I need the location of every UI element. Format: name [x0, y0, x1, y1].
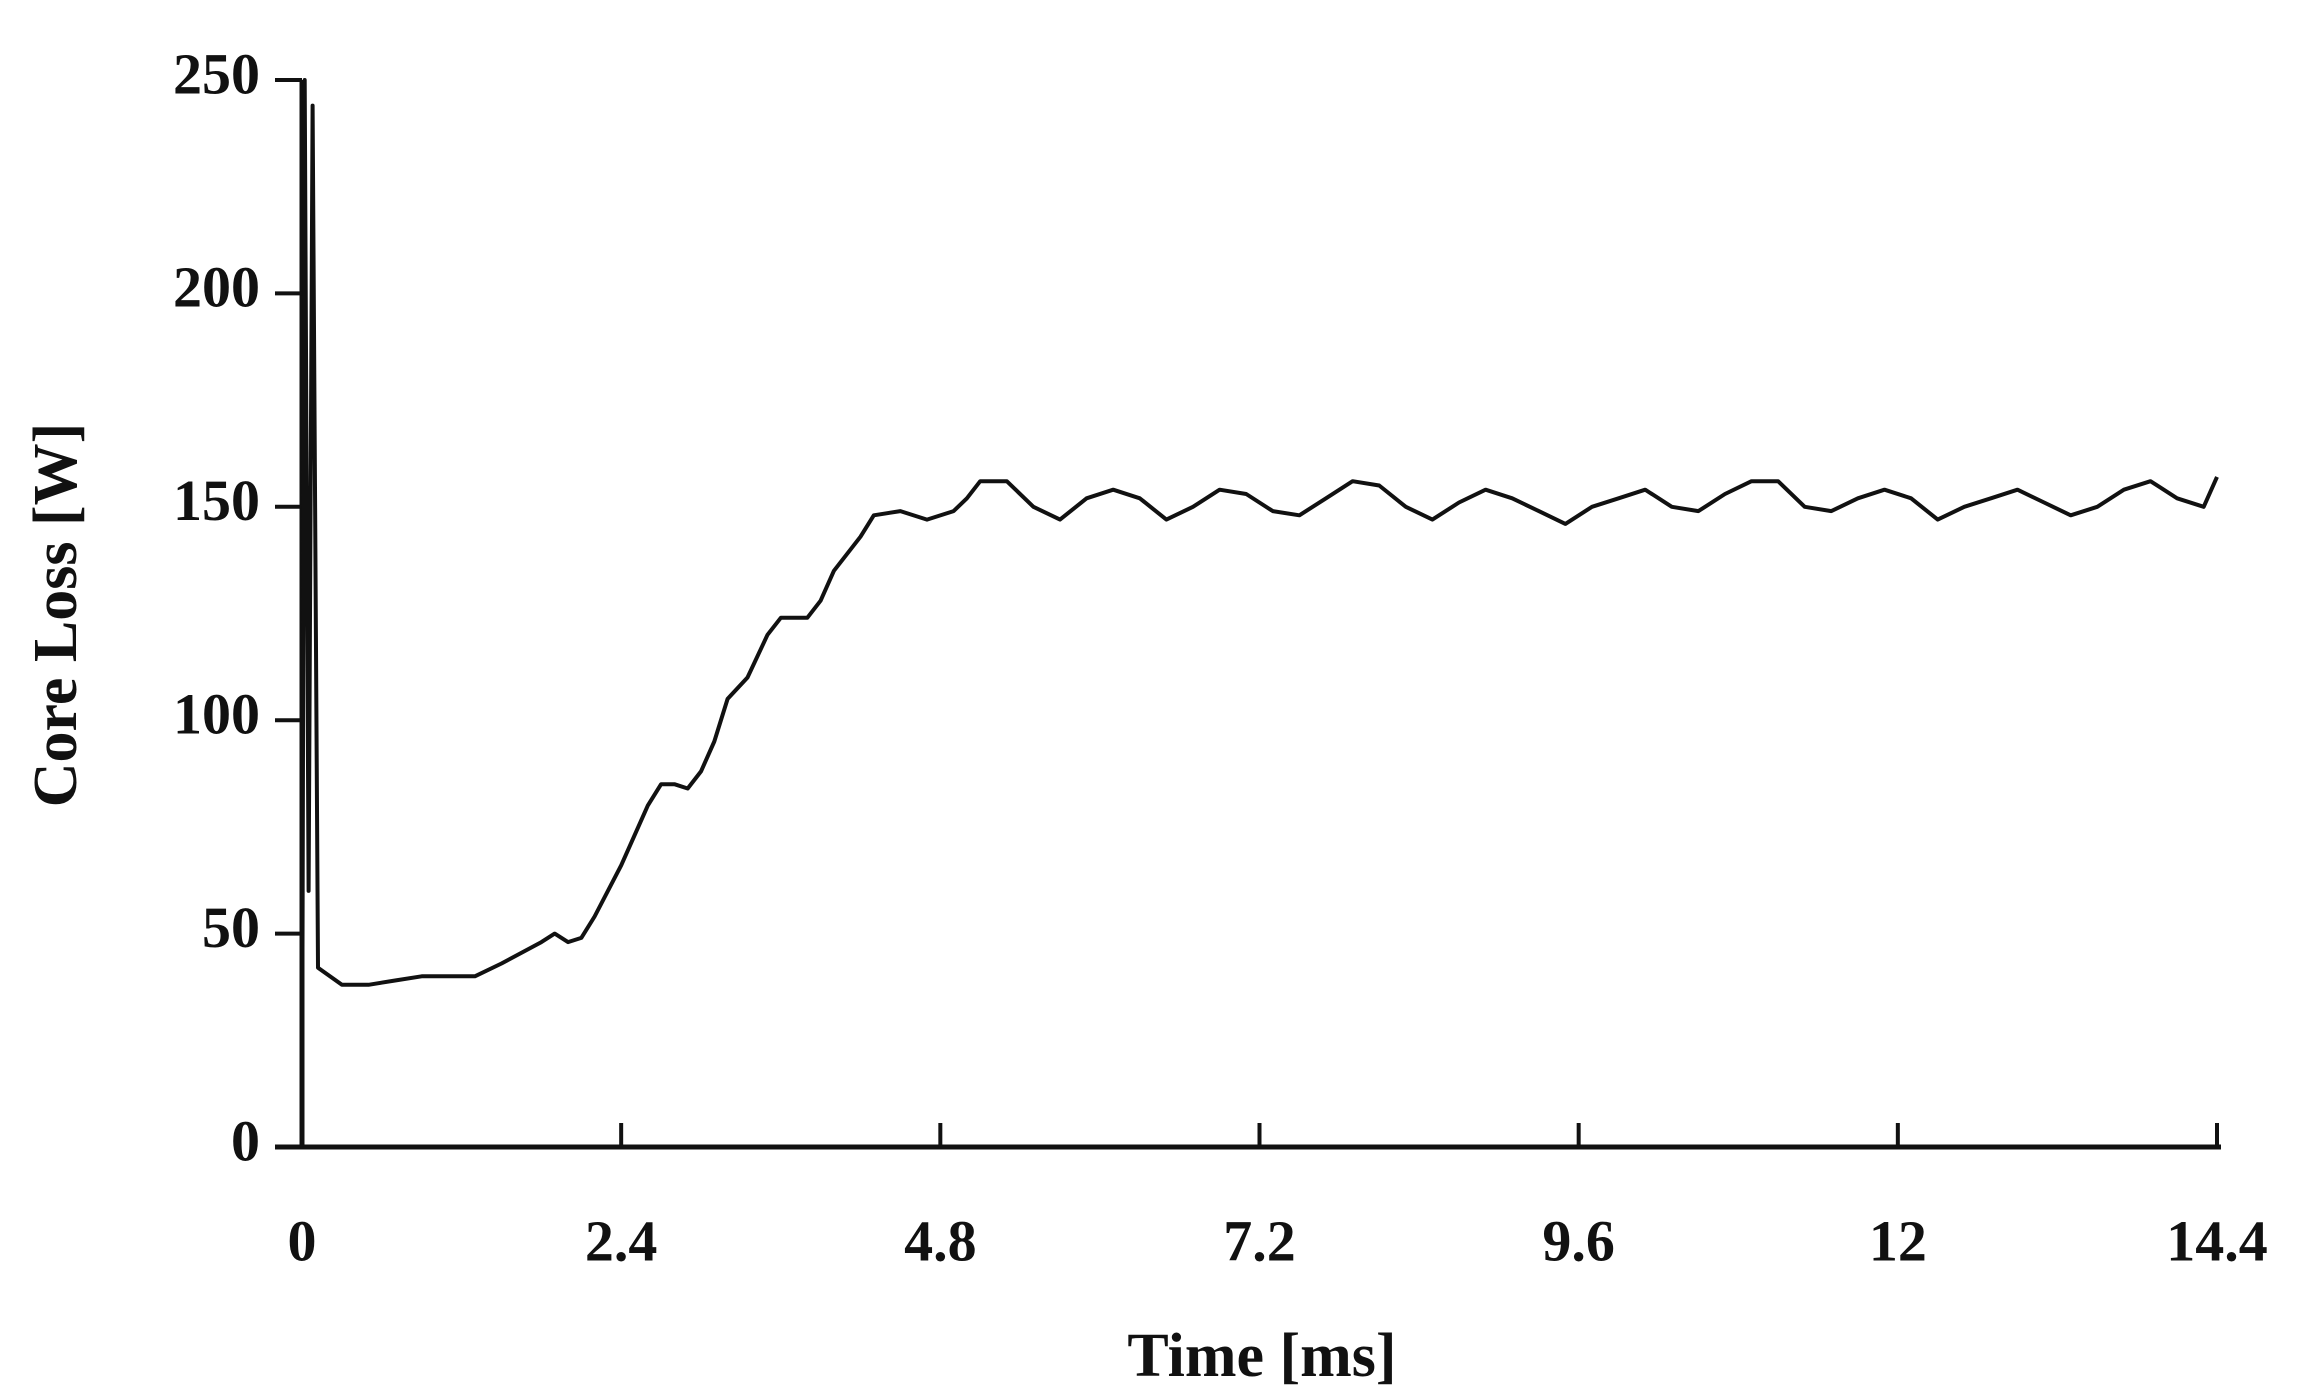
x-tick-label: 0 [288, 1208, 317, 1273]
x-tick-label: 4.8 [904, 1208, 977, 1273]
x-tick-label: 2.4 [585, 1208, 658, 1273]
y-tick-label: 150 [173, 468, 260, 533]
x-axis-title: Time [ms] [1127, 1322, 1396, 1390]
data-line [300, 78, 2219, 1148]
y-tick-label: 50 [202, 895, 260, 960]
x-tick-label: 14.4 [2166, 1208, 2268, 1273]
y-tick-label: 200 [173, 255, 260, 320]
x-tick-label: 12 [1869, 1208, 1927, 1273]
y-tick-label: 0 [231, 1108, 260, 1173]
x-tick-label: 7.2 [1223, 1208, 1296, 1273]
y-tick-label: 250 [173, 41, 260, 106]
y-axis-title: Core Loss [W] [22, 423, 90, 808]
y-tick-label: 100 [173, 682, 260, 747]
x-tick-label: 9.6 [1542, 1208, 1615, 1273]
